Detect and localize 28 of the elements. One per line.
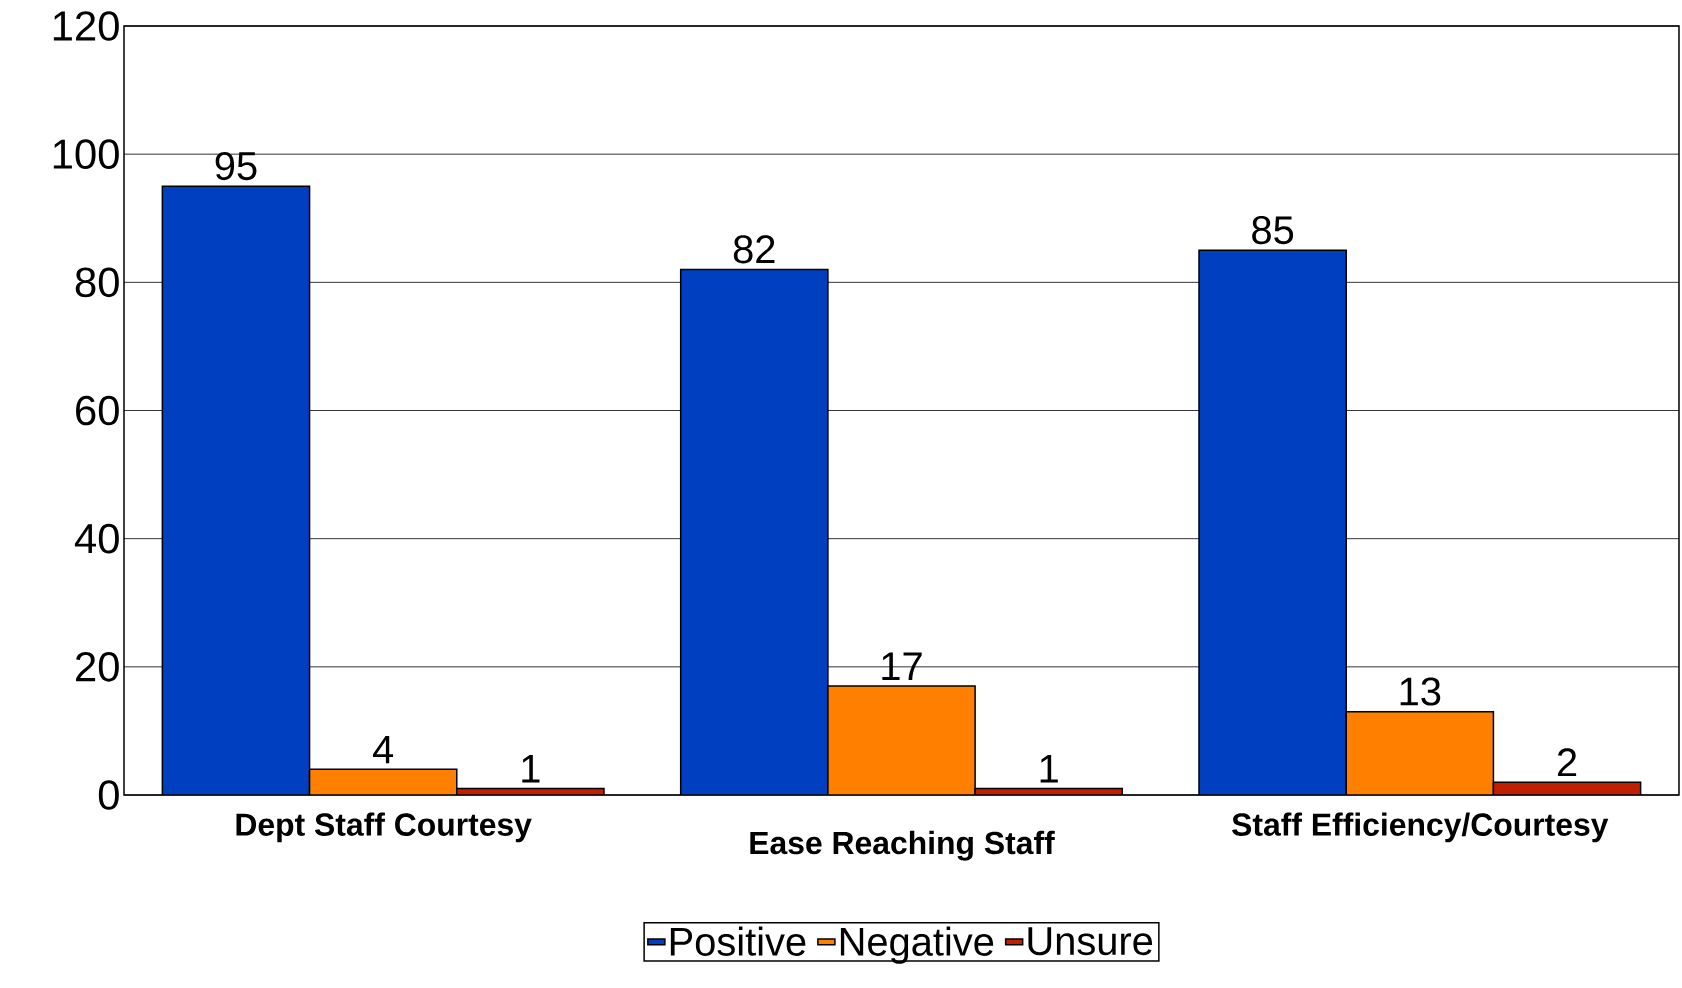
bar	[827, 686, 976, 795]
y-tick-label: 60	[76, 395, 119, 426]
data-label: 4	[373, 735, 394, 764]
bar	[1198, 249, 1347, 795]
legend-label: Unsure	[1028, 927, 1153, 956]
bar	[162, 186, 310, 795]
data-label: 1	[522, 755, 540, 783]
data-label: 85	[1252, 216, 1294, 245]
data-label: 17	[882, 652, 922, 680]
y-tick-label: 0	[98, 780, 119, 810]
legend-label: Positive	[670, 926, 806, 956]
x-tick-label: Staff Efficiency/Courtesy	[1232, 812, 1609, 843]
data-label: 95	[215, 151, 257, 181]
x-tick-label: Ease Reaching Staff	[750, 830, 1055, 861]
y-tick-label: 20	[76, 652, 119, 682]
bar	[680, 269, 828, 795]
y-tick-label: 80	[75, 267, 119, 298]
bar	[309, 769, 457, 795]
legend-label: Negative	[840, 926, 994, 964]
data-label: 2	[1557, 748, 1577, 777]
data-label: 13	[1400, 677, 1441, 706]
data-label: 82	[733, 235, 775, 264]
bar	[1345, 710, 1495, 795]
y-tick-label: 40	[74, 523, 119, 554]
y-tick-label: 100	[53, 139, 119, 169]
data-label: 1	[1040, 755, 1058, 783]
y-tick-label: 120	[53, 11, 119, 41]
x-tick-label: Dept Staff Courtesy	[236, 812, 532, 843]
